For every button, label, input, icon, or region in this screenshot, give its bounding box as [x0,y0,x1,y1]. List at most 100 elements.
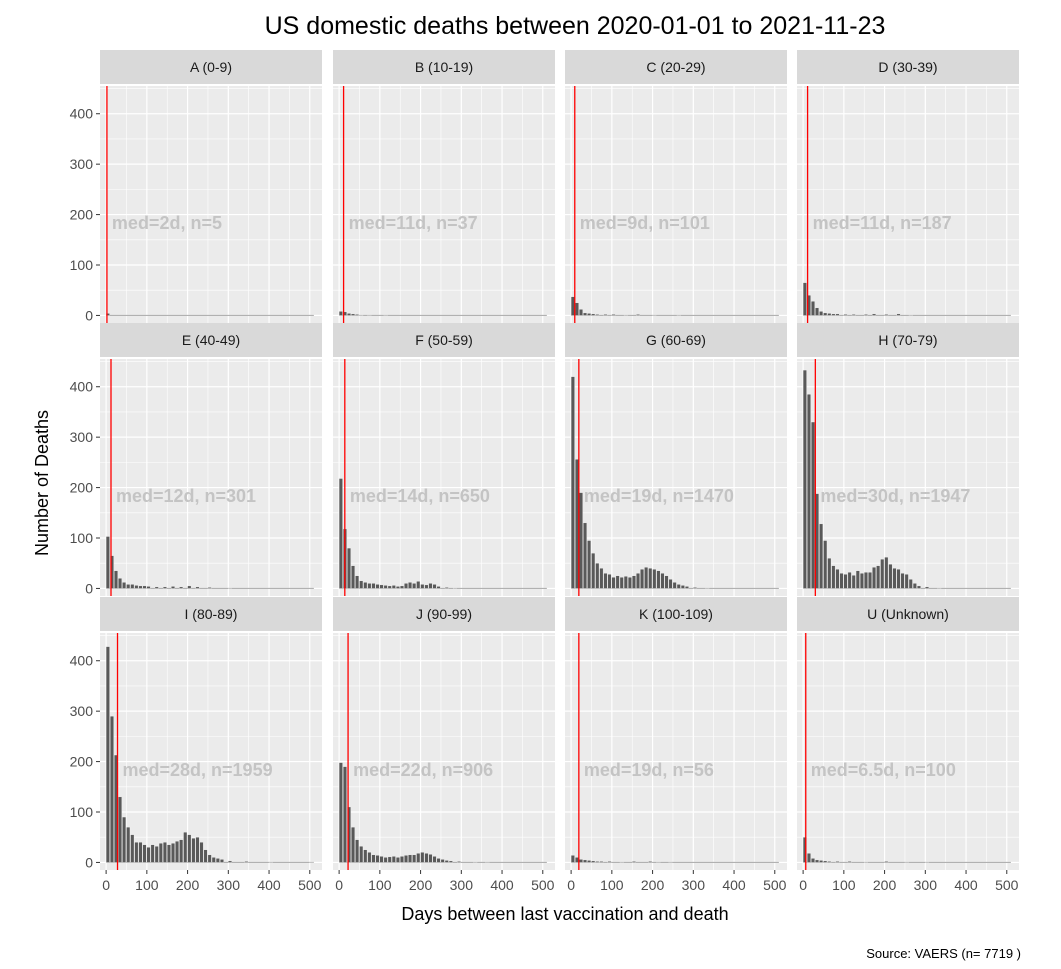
histogram-bar [693,587,697,589]
x-tick-label: 100 [368,877,392,893]
histogram-bar [105,313,110,316]
histogram-bar [371,854,376,863]
median-annotation: med=11d, n=37 [349,213,478,233]
histogram-bar [802,369,807,589]
histogram-bar [595,861,600,863]
histogram-bar [391,856,396,863]
histogram-bar [831,565,836,589]
histogram-bar [855,570,860,589]
histogram-bar [383,314,388,316]
histogram-bar [815,859,819,863]
histogram-bar [187,585,192,589]
histogram-bar [343,766,347,863]
histogram-bar [138,842,143,863]
median-annotation: med=28d, n=1959 [123,760,273,780]
facet-strip-label: A (0-9) [190,59,232,75]
histogram-bar [685,586,689,589]
histogram-bar [383,585,388,589]
panel-background [797,359,1019,596]
histogram-bar [823,860,828,863]
histogram-bar [599,861,604,863]
histogram-bar [203,849,208,863]
histogram-bar [847,572,852,589]
histogram-bar [611,314,616,316]
histogram-bar [359,580,364,589]
histogram-bar [627,577,632,589]
facet-panel: K (100-109) med=19d, n=56 0 100 200 300 400 500 [565,597,787,893]
histogram-bar [351,826,355,863]
x-tick-label: 0 [102,877,110,893]
x-tick-label: 300 [217,877,241,893]
histogram-bar [599,568,604,589]
histogram-bar [591,860,596,863]
facet-strip-label: K (100-109) [639,606,713,622]
histogram-bar [215,858,220,863]
x-tick-label: 400 [722,877,746,893]
median-annotation: med=12d, n=301 [116,486,256,506]
histogram-bar [570,855,575,863]
histogram-bar [367,852,372,863]
histogram-bar [872,567,876,589]
histogram-bar [570,296,575,316]
median-annotation: med=9d, n=101 [580,213,710,233]
histogram-bar [118,796,122,863]
facet-strip-label: F (50-59) [415,332,473,348]
histogram-bar [583,859,587,863]
histogram-bar [395,857,400,863]
histogram-bar [416,853,421,863]
x-tick-label: 200 [641,877,665,893]
histogram-bar [619,861,624,863]
median-annotation: med=19d, n=1470 [584,486,734,506]
histogram-bar [355,314,360,316]
x-tick-label: 0 [799,877,807,893]
histogram-bar [823,540,828,589]
histogram-bar [937,587,942,589]
facet-panel: H (70-79) med=30d, n=1947 [797,323,1019,596]
facet-strip [333,323,555,357]
histogram-bar [158,843,163,863]
y-tick-label: 400 [70,106,94,122]
x-tick-label: 500 [298,877,322,893]
histogram-bar [432,856,437,863]
histogram-bar [473,861,478,863]
histogram-bar [868,572,872,589]
histogram-bar [705,587,710,589]
median-annotation: med=2d, n=5 [112,213,222,233]
histogram-bar [424,584,429,589]
histogram-bar [656,570,661,589]
x-tick-label: 300 [682,877,706,893]
histogram-bar [888,564,893,589]
histogram-bar [575,857,579,863]
histogram-bar [880,559,885,589]
histogram-bar [896,313,901,316]
histogram-bar [864,572,868,589]
histogram-bar [440,859,445,863]
histogram-bar [400,585,404,589]
histogram-bar [195,837,200,863]
facet-strip-label: B (10-19) [415,59,473,75]
histogram-bar [146,847,151,863]
histogram-bar [815,307,819,316]
histogram-bar [644,567,649,589]
x-tick-label: 200 [873,877,897,893]
histogram-bar [432,584,437,589]
histogram-bar [122,582,127,589]
histogram-bar [420,584,425,589]
histogram-bar [847,861,852,863]
histogram-bar [802,282,807,316]
histogram-bar [171,586,175,589]
histogram-bar [835,861,840,863]
facet-strip [100,50,322,84]
histogram-bar [884,314,889,316]
histogram-bar [228,860,232,863]
y-tick-label: 0 [85,307,93,323]
histogram-bar [819,523,824,589]
x-tick-label: 100 [832,877,856,893]
histogram-bar [211,857,216,863]
histogram-bar [595,563,600,589]
histogram-bar [843,574,848,589]
histogram-bar [827,558,832,589]
histogram-bar [664,575,669,589]
histogram-bar [444,587,449,589]
